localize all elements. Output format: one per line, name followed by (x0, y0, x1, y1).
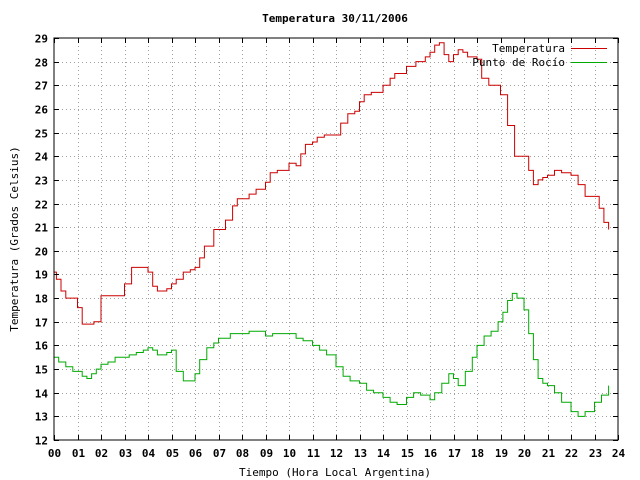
chart-title: Temperatura 30/11/2006 (262, 12, 408, 25)
axis-ticks: 00 01 02 03 04 05 06 07 08 09 10 11 12 13 14 15 16 17 18 19… (35, 33, 626, 461)
x-axis-label: Tiempo (Hora Local Argentina) (239, 466, 431, 479)
grid (54, 38, 618, 440)
y-tick-label: 28 (35, 57, 48, 70)
x-tick-label: 17 (448, 447, 461, 460)
y-tick-label: 29 (35, 33, 48, 46)
x-tick-label: 14 (377, 447, 391, 460)
y-tick-label: 17 (35, 317, 48, 330)
x-tick-label: 01 (72, 447, 86, 460)
x-tick-label: 05 (166, 447, 179, 460)
legend-label-1: Punto de Rocío (472, 56, 565, 69)
y-tick-label: 26 (35, 104, 49, 117)
x-tick-label: 24 (612, 447, 626, 460)
y-tick-label: 22 (35, 199, 48, 212)
x-tick-label: 06 (189, 447, 203, 460)
y-axis-label: Temperatura (Grados Celsius) (8, 146, 21, 331)
x-tick-label: 10 (283, 447, 296, 460)
x-tick-label: 20 (518, 447, 531, 460)
x-tick-label: 23 (589, 447, 602, 460)
x-tick-label: 04 (142, 447, 156, 460)
y-tick-label: 15 (35, 364, 48, 377)
x-tick-label: 16 (424, 447, 438, 460)
x-tick-label: 07 (213, 447, 226, 460)
x-tick-label: 21 (542, 447, 556, 460)
x-tick-label: 18 (471, 447, 484, 460)
y-tick-label: 12 (35, 435, 48, 448)
legend-label-0: Temperatura (492, 42, 565, 55)
x-tick-label: 22 (565, 447, 578, 460)
x-tick-label: 03 (119, 447, 132, 460)
x-tick-label: 08 (236, 447, 249, 460)
x-tick-label: 11 (307, 447, 321, 460)
y-tick-label: 19 (35, 269, 48, 282)
series-layer (54, 42, 610, 417)
y-tick-label: 18 (35, 293, 48, 306)
y-tick-label: 14 (35, 388, 49, 401)
x-tick-label: 19 (495, 447, 508, 460)
y-tick-label: 23 (35, 175, 48, 188)
y-tick-label: 24 (35, 151, 49, 164)
x-tick-label: 02 (95, 447, 108, 460)
y-tick-label: 13 (35, 411, 48, 424)
x-tick-label: 13 (354, 447, 367, 460)
y-tick-label: 25 (35, 128, 48, 141)
x-tick-label: 09 (260, 447, 273, 460)
x-tick-label: 12 (330, 447, 343, 460)
x-tick-label: 15 (401, 447, 414, 460)
series-line-0 (54, 42, 610, 325)
y-tick-label: 27 (35, 80, 48, 93)
y-tick-label: 20 (35, 246, 48, 259)
y-tick-label: 21 (35, 222, 49, 235)
x-tick-label: 00 (48, 447, 61, 460)
y-tick-label: 16 (35, 340, 49, 353)
series-line-1 (54, 292, 610, 417)
